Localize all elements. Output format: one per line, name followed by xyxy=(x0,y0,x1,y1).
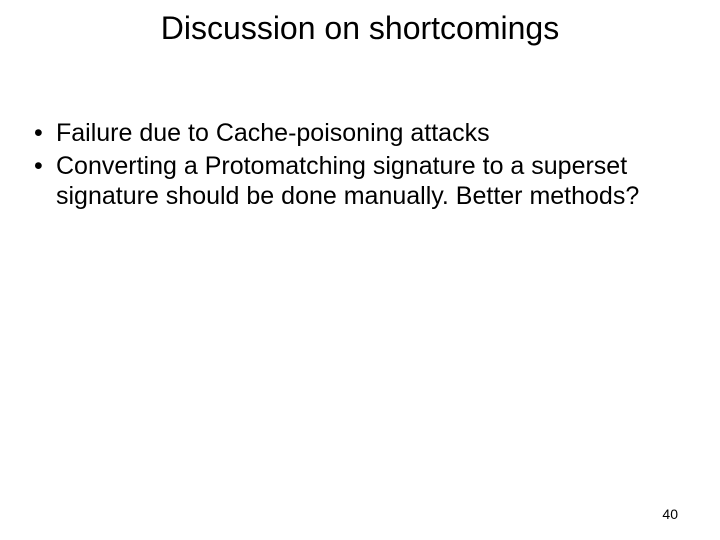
page-number: 40 xyxy=(662,506,678,522)
slide-title: Discussion on shortcomings xyxy=(0,10,720,47)
slide-body: Failure due to Cache-poisoning attacks C… xyxy=(28,118,692,214)
list-item: Failure due to Cache-poisoning attacks xyxy=(28,118,692,149)
list-item: Converting a Protomatching signature to … xyxy=(28,151,692,212)
bullet-list: Failure due to Cache-poisoning attacks C… xyxy=(28,118,692,212)
slide: Discussion on shortcomings Failure due t… xyxy=(0,0,720,540)
